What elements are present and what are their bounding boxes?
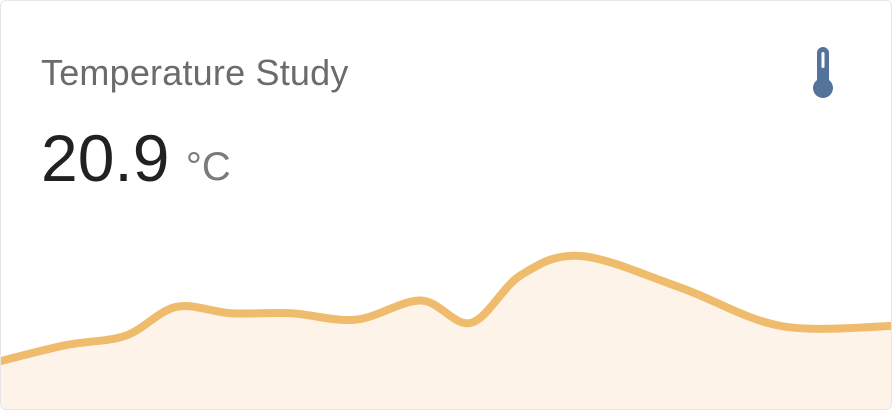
thermometer-icon bbox=[813, 47, 833, 98]
card-title: Temperature Study bbox=[41, 52, 349, 93]
temperature-sparkline bbox=[1, 251, 891, 409]
sparkline-area bbox=[1, 255, 891, 409]
reading-unit: °C bbox=[185, 145, 231, 189]
reading-value: 20.9 bbox=[41, 121, 170, 195]
sparkline-line bbox=[1, 251, 891, 365]
reading: 20.9 °C bbox=[41, 121, 231, 195]
